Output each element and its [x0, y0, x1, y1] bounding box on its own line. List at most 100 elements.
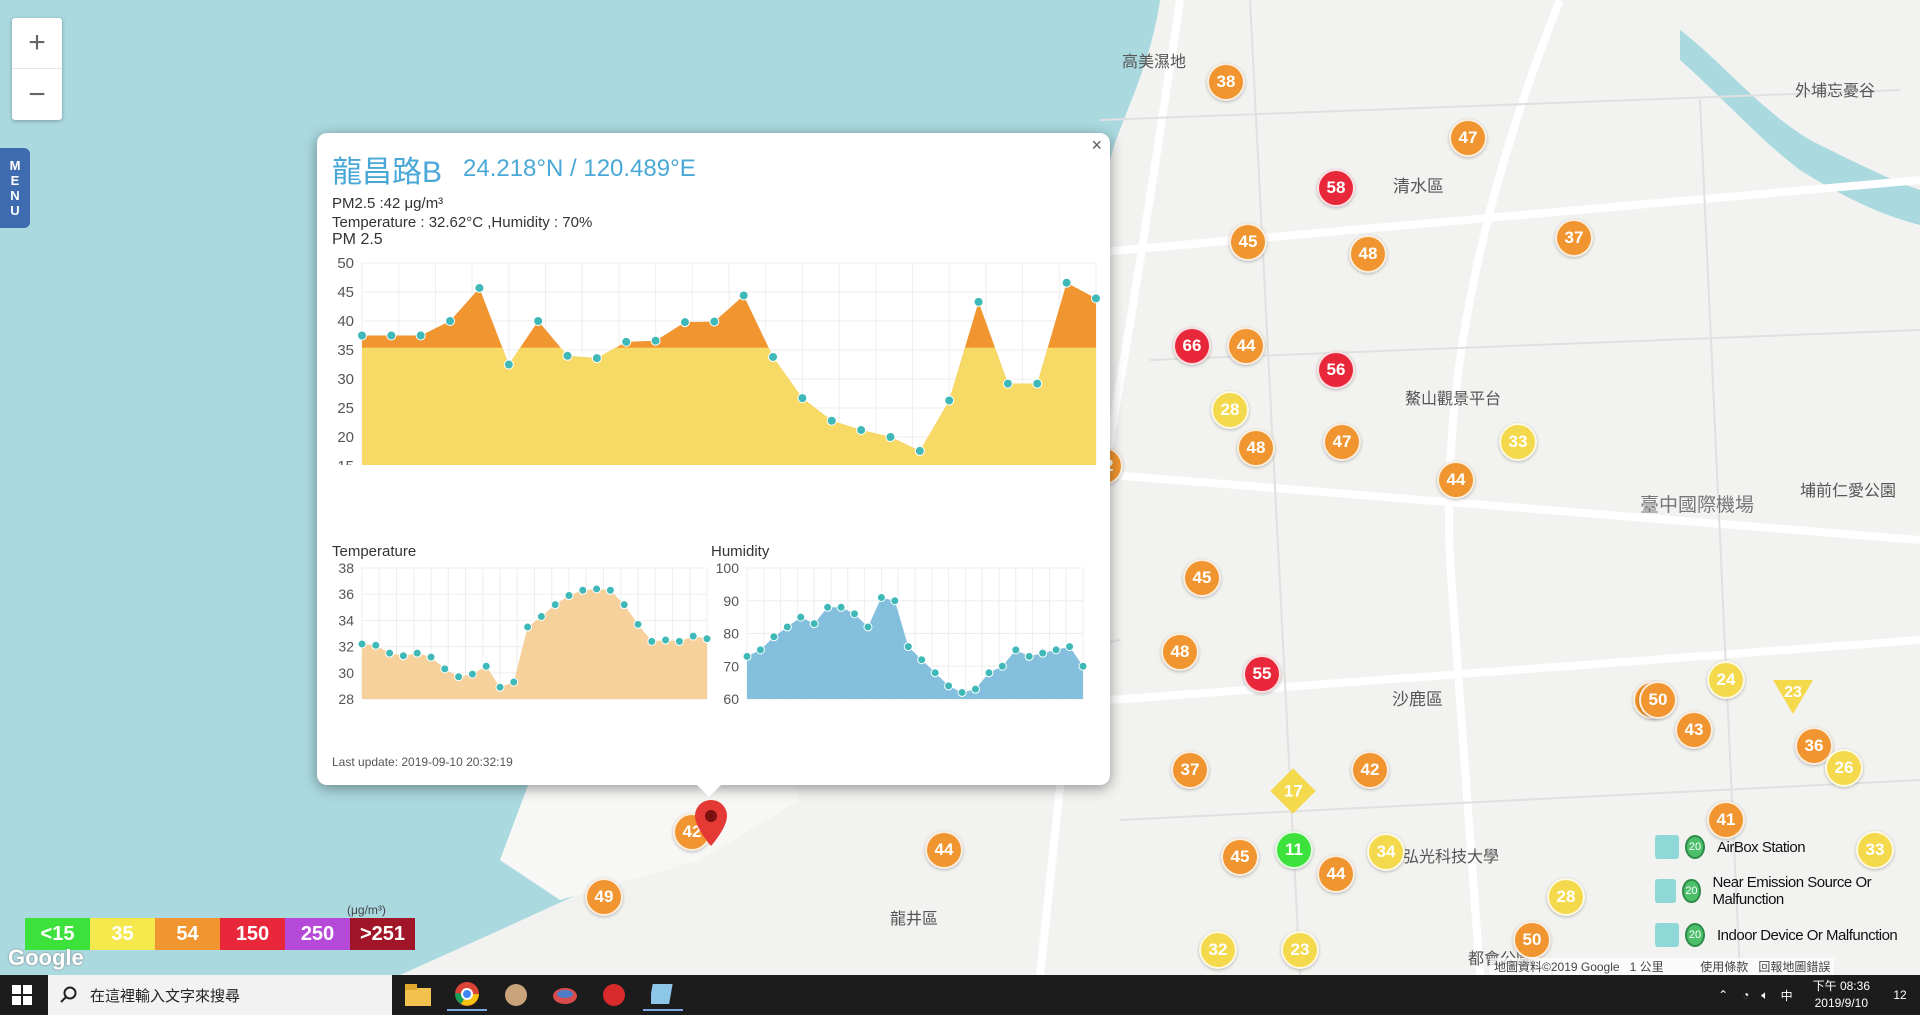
- chrome-icon[interactable]: [447, 979, 487, 1011]
- data-point: [385, 648, 395, 658]
- network-icon[interactable]: ◔: [1742, 988, 1750, 1002]
- chevron-up-icon[interactable]: ⌃: [1718, 988, 1729, 1002]
- map-marker[interactable]: 45: [1229, 223, 1267, 261]
- map-marker[interactable]: 23: [1281, 931, 1319, 969]
- map-marker[interactable]: 48: [1349, 235, 1387, 273]
- report-error-link[interactable]: 回報地圖錯誤: [1758, 960, 1831, 974]
- last-update: Last update: 2019-09-10 20:32:19: [332, 755, 513, 769]
- data-point: [386, 330, 397, 341]
- clock[interactable]: 下午 08:36 2019/9/10: [1812, 979, 1870, 1010]
- map-marker[interactable]: 33: [1499, 423, 1537, 461]
- map-marker[interactable]: 37: [1171, 751, 1209, 789]
- legend-item: 54: [155, 918, 220, 950]
- map-marker[interactable]: 28: [1547, 878, 1585, 916]
- app-icon[interactable]: [594, 979, 634, 1011]
- map-marker[interactable]: 38: [1207, 63, 1245, 101]
- data-point: [398, 651, 408, 661]
- system-tray: ⌃ ◔ 🔈︎ 中 下午 08:36 2019/9/10 12: [1718, 975, 1920, 1015]
- map-marker[interactable]: 43: [1675, 711, 1713, 749]
- map-marker[interactable]: 50: [1639, 681, 1677, 719]
- data-point: [970, 684, 980, 694]
- map-marker[interactable]: 44: [1317, 855, 1355, 893]
- y-tick-label: 34: [338, 612, 354, 628]
- zoom-out-button[interactable]: −: [28, 77, 46, 111]
- map-marker[interactable]: 48: [1161, 633, 1199, 671]
- map-marker-triangle[interactable]: 23: [1773, 680, 1813, 716]
- google-logo: Google: [8, 945, 84, 970]
- station-type-legend: 20 AirBox Station 20 Near Emission Sourc…: [1655, 825, 1920, 957]
- map-marker[interactable]: 41: [1707, 801, 1745, 839]
- map-marker[interactable]: 56: [1317, 351, 1355, 389]
- terms-link[interactable]: 使用條款: [1700, 960, 1749, 974]
- map-marker[interactable]: 45: [1221, 838, 1259, 876]
- map-marker[interactable]: 55: [1243, 655, 1281, 693]
- data-point: [797, 393, 808, 404]
- zoom-in-button[interactable]: +: [12, 18, 62, 69]
- map-marker[interactable]: 28: [1211, 391, 1249, 429]
- data-point: [1061, 277, 1072, 288]
- map-marker[interactable]: 47: [1449, 119, 1487, 157]
- station-coords: 24.218°N / 120.489°E: [463, 155, 696, 182]
- humidity-chart-title: Humidity: [711, 543, 770, 560]
- map-marker[interactable]: 24: [1707, 661, 1745, 699]
- notification-icon[interactable]: 12: [1893, 988, 1907, 1002]
- ime-indicator[interactable]: 中: [1780, 988, 1793, 1003]
- map-marker[interactable]: 58: [1317, 169, 1355, 207]
- data-point: [823, 602, 833, 612]
- y-tick-label: 60: [723, 691, 739, 707]
- y-tick-label: 30: [337, 371, 354, 388]
- map-marker[interactable]: 49: [585, 878, 623, 916]
- pm-chart-title: PM 2.5: [332, 231, 383, 248]
- legend-item: 150: [220, 918, 285, 950]
- map-marker[interactable]: 50: [1513, 921, 1551, 959]
- data-point: [523, 622, 533, 632]
- app-icon[interactable]: [643, 979, 683, 1011]
- menu-tab-button[interactable]: M E N U: [0, 148, 30, 228]
- data-point: [1091, 293, 1101, 304]
- area-below-threshold: [362, 347, 1096, 465]
- map-marker[interactable]: 26: [1825, 749, 1863, 787]
- app-icon[interactable]: [496, 979, 536, 1011]
- data-point: [742, 651, 752, 661]
- map-marker[interactable]: 37: [1555, 219, 1593, 257]
- map-marker[interactable]: 44: [1437, 461, 1475, 499]
- file-explorer-icon[interactable]: [398, 979, 438, 1011]
- map-marker[interactable]: 44: [1227, 327, 1265, 365]
- map-marker[interactable]: 11: [1275, 831, 1313, 869]
- area-fill: [747, 597, 1083, 699]
- data-point: [796, 612, 806, 622]
- data-point: [709, 316, 720, 327]
- map-marker[interactable]: 33: [1856, 831, 1894, 869]
- app-icon[interactable]: [545, 979, 585, 1011]
- volume-icon[interactable]: 🔈︎: [1761, 987, 1769, 1002]
- map-marker[interactable]: 34: [1367, 833, 1405, 871]
- map-marker[interactable]: 42: [1351, 751, 1389, 789]
- data-point: [702, 634, 712, 644]
- map-marker[interactable]: 45: [1183, 559, 1221, 597]
- data-point: [914, 445, 925, 456]
- svg-text:23: 23: [1784, 684, 1802, 701]
- temperature-chart: 28 30 32 34 36 38: [338, 563, 712, 707]
- map-marker[interactable]: 66: [1173, 327, 1211, 365]
- map-canvas[interactable]: 高美濕地 清水區 鰲山觀景平台 沙鹿區 臺中國際機場 龍井區 弘光科技大學 都會…: [0, 0, 1920, 975]
- close-icon[interactable]: ×: [1091, 135, 1102, 155]
- station-name: 龍昌路B: [332, 156, 443, 189]
- taskbar-search[interactable]: 在這裡輸入文字來搜尋: [48, 975, 392, 1015]
- legend-item: >251: [350, 918, 415, 950]
- data-point: [903, 642, 913, 652]
- data-point: [633, 619, 643, 629]
- data-point: [876, 592, 886, 602]
- data-point: [688, 631, 698, 641]
- map-marker[interactable]: 47: [1323, 423, 1361, 461]
- map-marker[interactable]: 44: [925, 831, 963, 869]
- y-tick-label: 38: [338, 563, 354, 576]
- data-point: [415, 330, 426, 341]
- windows-start-icon[interactable]: [12, 985, 32, 1005]
- map-marker[interactable]: 48: [1237, 429, 1275, 467]
- map-label: 弘光科技大學: [1403, 849, 1500, 866]
- data-point: [1038, 648, 1048, 658]
- data-point: [621, 336, 632, 347]
- location-pin-icon[interactable]: [695, 800, 727, 848]
- map-marker[interactable]: 32: [1199, 931, 1237, 969]
- data-point: [738, 290, 749, 301]
